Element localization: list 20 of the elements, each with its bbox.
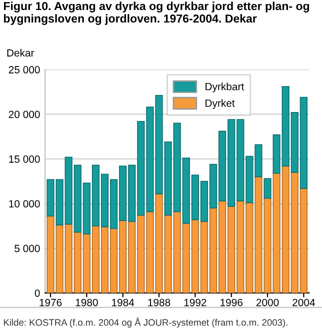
y-tick-label: 5 000 (14, 244, 40, 252)
x-tick-label: 1996 (220, 298, 242, 306)
x-tick-label: 1980 (76, 298, 98, 306)
x-tick-label: 1992 (184, 298, 206, 306)
x-tick-label: 1988 (148, 298, 170, 306)
y-tick-label: 20 000 (8, 110, 40, 118)
x-tick-label: 2000 (256, 298, 279, 306)
legend-label: Dyrkbart (206, 82, 244, 92)
y-tick-label: 15 000 (9, 155, 40, 163)
y-axis-title: Dekar (7, 48, 34, 57)
y-tick-label: 25 000 (8, 66, 40, 74)
text: Kilde: KOSTRA (f.o.m. 2004 og Å JOUR-systemet (fram t.o.m. 2003). (4, 318, 288, 328)
chart-title: Figur 10. Avgang av dyrka og dyrkbar jord etter plan- og bygningsloven og jordloven. 1976-2004. Dekar (4, 2, 310, 25)
x-tick-label: 1976 (40, 298, 62, 306)
legend-label: Dyrket (206, 99, 235, 109)
y-tick-label: 0 (34, 289, 40, 297)
y-tick-label: 10 000 (9, 200, 40, 208)
x-tick-label: 1984 (112, 298, 134, 306)
bar (264, 178, 272, 199)
x-tick-label: 2004 (292, 298, 315, 306)
